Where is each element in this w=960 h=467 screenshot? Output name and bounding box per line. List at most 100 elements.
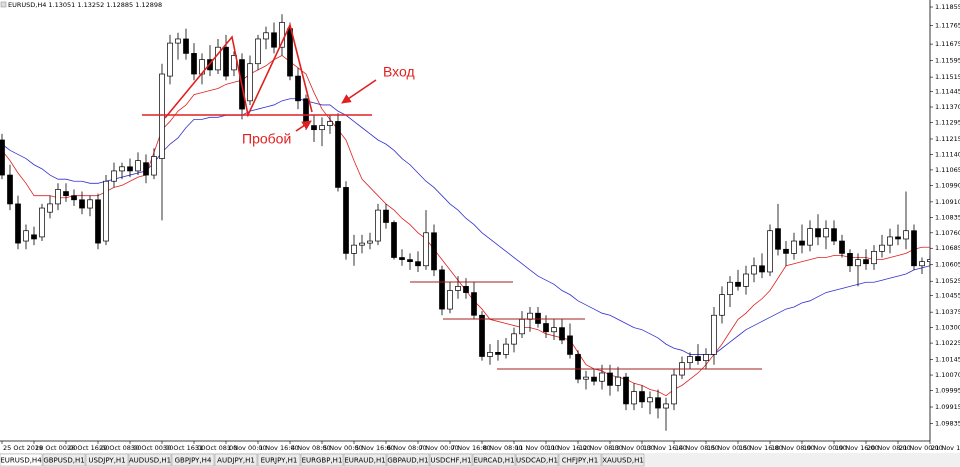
candle-body: [791, 240, 797, 254]
candle-body: [255, 38, 261, 65]
candle-body: [447, 290, 453, 310]
candle-body: [175, 38, 181, 44]
x-tick-label: 18 Nov 08:00: [771, 444, 815, 452]
candle-body: [431, 232, 437, 271]
candle-body: [271, 32, 277, 48]
y-tick-label: 1.10605: [935, 261, 960, 269]
x-tick-label: 7 Nov 00:00: [419, 444, 459, 452]
tab[interactable]: [171, 453, 215, 467]
candle-body: [47, 203, 53, 213]
y-tick-label: 1.11595: [935, 57, 960, 65]
x-tick-label: 19 Nov 16:00: [835, 444, 879, 452]
candle-body: [839, 240, 845, 254]
y-tick-label: 1.10685: [935, 244, 960, 252]
tab-label[interactable]: CHFJPY,H1: [562, 457, 599, 465]
x-tick-label: 11 Nov 00:00: [515, 444, 559, 452]
candle-body: [463, 286, 469, 293]
y-tick-label: 1.11855: [935, 3, 960, 11]
y-tick-label: 1.09995: [935, 387, 960, 395]
tab[interactable]: [558, 453, 602, 467]
candle-body: [767, 230, 773, 273]
tab[interactable]: [343, 453, 387, 467]
tab-label[interactable]: GBPUSD,H1: [43, 457, 84, 465]
tab-label[interactable]: USDCHF,H1: [430, 457, 471, 465]
y-tick-label: 1.10145: [935, 356, 960, 364]
candle-body: [303, 98, 309, 126]
candle-body: [223, 46, 229, 77]
candle-body: [799, 240, 805, 246]
candle-body: [63, 191, 69, 197]
tab-label[interactable]: GBPJPY,H4: [175, 457, 212, 465]
tab[interactable]: [515, 453, 559, 467]
y-tick-label: 1.10300: [935, 324, 960, 332]
tab[interactable]: [257, 453, 301, 467]
candle-body: [615, 376, 621, 386]
tab-label[interactable]: AUDUSD,H1: [129, 457, 171, 465]
candle-body: [71, 195, 77, 201]
tab-label[interactable]: AUDJPY,H1: [217, 457, 255, 465]
candle-body: [727, 281, 733, 295]
candle-body: [879, 244, 885, 252]
candle-body: [311, 125, 317, 131]
candle-body: [783, 248, 789, 254]
candle-body: [559, 327, 565, 341]
candle-body: [743, 273, 749, 287]
tab[interactable]: [429, 453, 473, 467]
candle-body: [815, 228, 821, 238]
candle-body: [911, 230, 917, 267]
candle-body: [503, 343, 509, 355]
tab-label[interactable]: EURJPY,H1: [261, 457, 298, 465]
tabs: EURUSD,H4 GBPUSD,H1 USDJPY,H1 AUDUSD,H1 GBPJ…: [0, 453, 645, 467]
x-tick-label: 1 Nov 16:00: [259, 444, 299, 452]
y-tick-label: 1.11765: [935, 22, 960, 30]
tab-label[interactable]: USDCAD,H1: [516, 457, 558, 465]
x-tick-label: 6 Nov 08:00: [387, 444, 427, 452]
candle-body: [687, 356, 693, 364]
candle-body: [263, 32, 269, 40]
x-tick-label: 28 Oct 00:00: [35, 444, 77, 452]
candle-body: [575, 354, 581, 380]
y-tick-label: 1.10070: [935, 371, 960, 379]
tab-label[interactable]: EURAUD,H1: [344, 457, 385, 465]
tab[interactable]: [601, 453, 645, 467]
y-tick-label: 1.10990: [935, 181, 960, 189]
tab[interactable]: [42, 453, 86, 467]
candle-body: [399, 257, 405, 260]
tab[interactable]: [472, 453, 516, 467]
candle-body: [279, 22, 285, 48]
candle-body: [391, 222, 397, 258]
x-tick-label: 13 Nov 00:00: [611, 444, 655, 452]
x-tick-label: 5 Nov 16:00: [355, 444, 395, 452]
candle-body: [607, 372, 613, 386]
tab-label[interactable]: GBPAUD,H1: [387, 457, 428, 465]
candle-body: [319, 125, 325, 131]
tab-label[interactable]: EURGBP,H1: [302, 457, 343, 465]
candle-body: [623, 376, 629, 405]
candle-body: [335, 121, 341, 188]
candle-body: [631, 391, 637, 405]
candle-body: [719, 294, 725, 316]
tab[interactable]: [300, 453, 344, 467]
x-tick-label: 14 Nov 08:00: [675, 444, 719, 452]
tab-label[interactable]: EURCAD,H1: [473, 457, 514, 465]
entry-label: Вход: [383, 64, 415, 80]
tab-label[interactable]: XAUUSD,H1: [602, 457, 644, 465]
candle-body: [191, 53, 197, 75]
tab[interactable]: [0, 453, 43, 467]
x-tick-label: 21 Nov 00:00: [899, 444, 943, 452]
x-tick-label: 7 Nov 16:00: [451, 444, 491, 452]
candle-body: [15, 203, 21, 244]
tab-label[interactable]: USDJPY,H1: [88, 457, 125, 465]
tab[interactable]: [85, 453, 129, 467]
tab[interactable]: [386, 453, 430, 467]
tab-label[interactable]: EURUSD,H4: [0, 457, 42, 465]
tab[interactable]: [214, 453, 258, 467]
tab[interactable]: [128, 453, 172, 467]
y-tick-label: 1.11445: [935, 88, 960, 96]
candle-body: [455, 286, 461, 291]
x-tick-label: 25 Oct 2019: [3, 444, 43, 452]
breakout-arrow: [295, 120, 312, 132]
candle-body: [103, 180, 109, 242]
candle-body: [735, 281, 741, 287]
